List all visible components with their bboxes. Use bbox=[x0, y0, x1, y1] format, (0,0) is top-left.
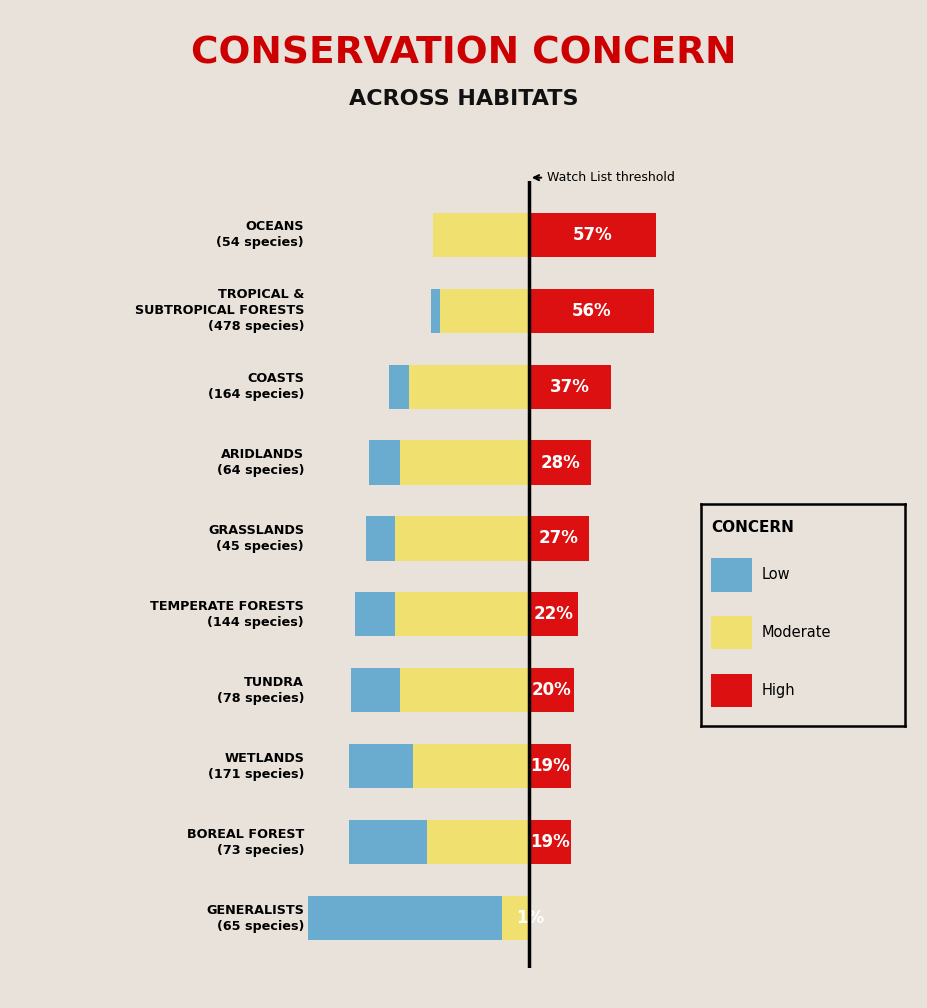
Text: GRASSLANDS
(45 species): GRASSLANDS (45 species) bbox=[208, 524, 304, 553]
Bar bbox=[413, 744, 528, 788]
Text: COASTS
(164 species): COASTS (164 species) bbox=[208, 372, 304, 401]
Bar bbox=[528, 288, 653, 333]
Bar bbox=[388, 365, 408, 408]
Text: 19%: 19% bbox=[529, 757, 569, 775]
Bar bbox=[528, 440, 590, 485]
Bar bbox=[528, 593, 578, 636]
Bar bbox=[368, 440, 400, 485]
Bar bbox=[400, 440, 528, 485]
Text: 57%: 57% bbox=[572, 226, 612, 244]
Bar bbox=[528, 365, 611, 408]
Bar bbox=[528, 668, 573, 713]
Text: CONSERVATION CONCERN: CONSERVATION CONCERN bbox=[191, 35, 736, 72]
Bar bbox=[308, 896, 502, 940]
Bar bbox=[408, 365, 528, 408]
Text: High: High bbox=[761, 682, 794, 698]
Text: OCEANS
(54 species): OCEANS (54 species) bbox=[216, 220, 304, 249]
Bar bbox=[426, 821, 528, 865]
Text: GENERALISTS
(65 species): GENERALISTS (65 species) bbox=[206, 904, 304, 932]
Bar bbox=[355, 593, 395, 636]
Text: 19%: 19% bbox=[529, 834, 569, 852]
Bar bbox=[430, 288, 439, 333]
Text: 37%: 37% bbox=[550, 378, 590, 395]
Bar bbox=[710, 673, 751, 707]
Text: Moderate: Moderate bbox=[761, 625, 831, 640]
Bar bbox=[395, 593, 528, 636]
Text: 56%: 56% bbox=[571, 301, 611, 320]
Text: WETLANDS
(171 species): WETLANDS (171 species) bbox=[208, 752, 304, 781]
Text: TROPICAL &
SUBTROPICAL FORESTS
(478 species): TROPICAL & SUBTROPICAL FORESTS (478 spec… bbox=[134, 288, 304, 333]
Text: 22%: 22% bbox=[533, 606, 573, 623]
Text: CONCERN: CONCERN bbox=[710, 519, 793, 534]
Bar bbox=[528, 516, 589, 560]
Bar bbox=[395, 516, 528, 560]
Bar bbox=[528, 744, 571, 788]
Text: 28%: 28% bbox=[540, 454, 579, 472]
Text: TEMPERATE FORESTS
(144 species): TEMPERATE FORESTS (144 species) bbox=[150, 600, 304, 629]
Bar bbox=[710, 616, 751, 649]
Text: TUNDRA
(78 species): TUNDRA (78 species) bbox=[216, 676, 304, 705]
Bar bbox=[528, 213, 655, 257]
Bar bbox=[710, 558, 751, 592]
Bar bbox=[350, 668, 400, 713]
Bar bbox=[366, 516, 395, 560]
Bar bbox=[502, 896, 528, 940]
Bar bbox=[439, 288, 528, 333]
Text: 20%: 20% bbox=[531, 681, 570, 700]
Text: 27%: 27% bbox=[539, 529, 578, 547]
Bar bbox=[400, 668, 528, 713]
Bar bbox=[528, 821, 571, 865]
Text: Low: Low bbox=[761, 568, 790, 583]
Text: BOREAL FOREST
(73 species): BOREAL FOREST (73 species) bbox=[186, 828, 304, 857]
Text: Watch List threshold: Watch List threshold bbox=[534, 171, 674, 184]
Text: 1%: 1% bbox=[515, 909, 543, 927]
Bar bbox=[349, 821, 426, 865]
Text: ACROSS HABITATS: ACROSS HABITATS bbox=[349, 89, 578, 109]
Bar bbox=[349, 744, 413, 788]
Text: ARIDLANDS
(64 species): ARIDLANDS (64 species) bbox=[216, 448, 304, 477]
Bar bbox=[528, 896, 530, 940]
Bar bbox=[433, 213, 528, 257]
